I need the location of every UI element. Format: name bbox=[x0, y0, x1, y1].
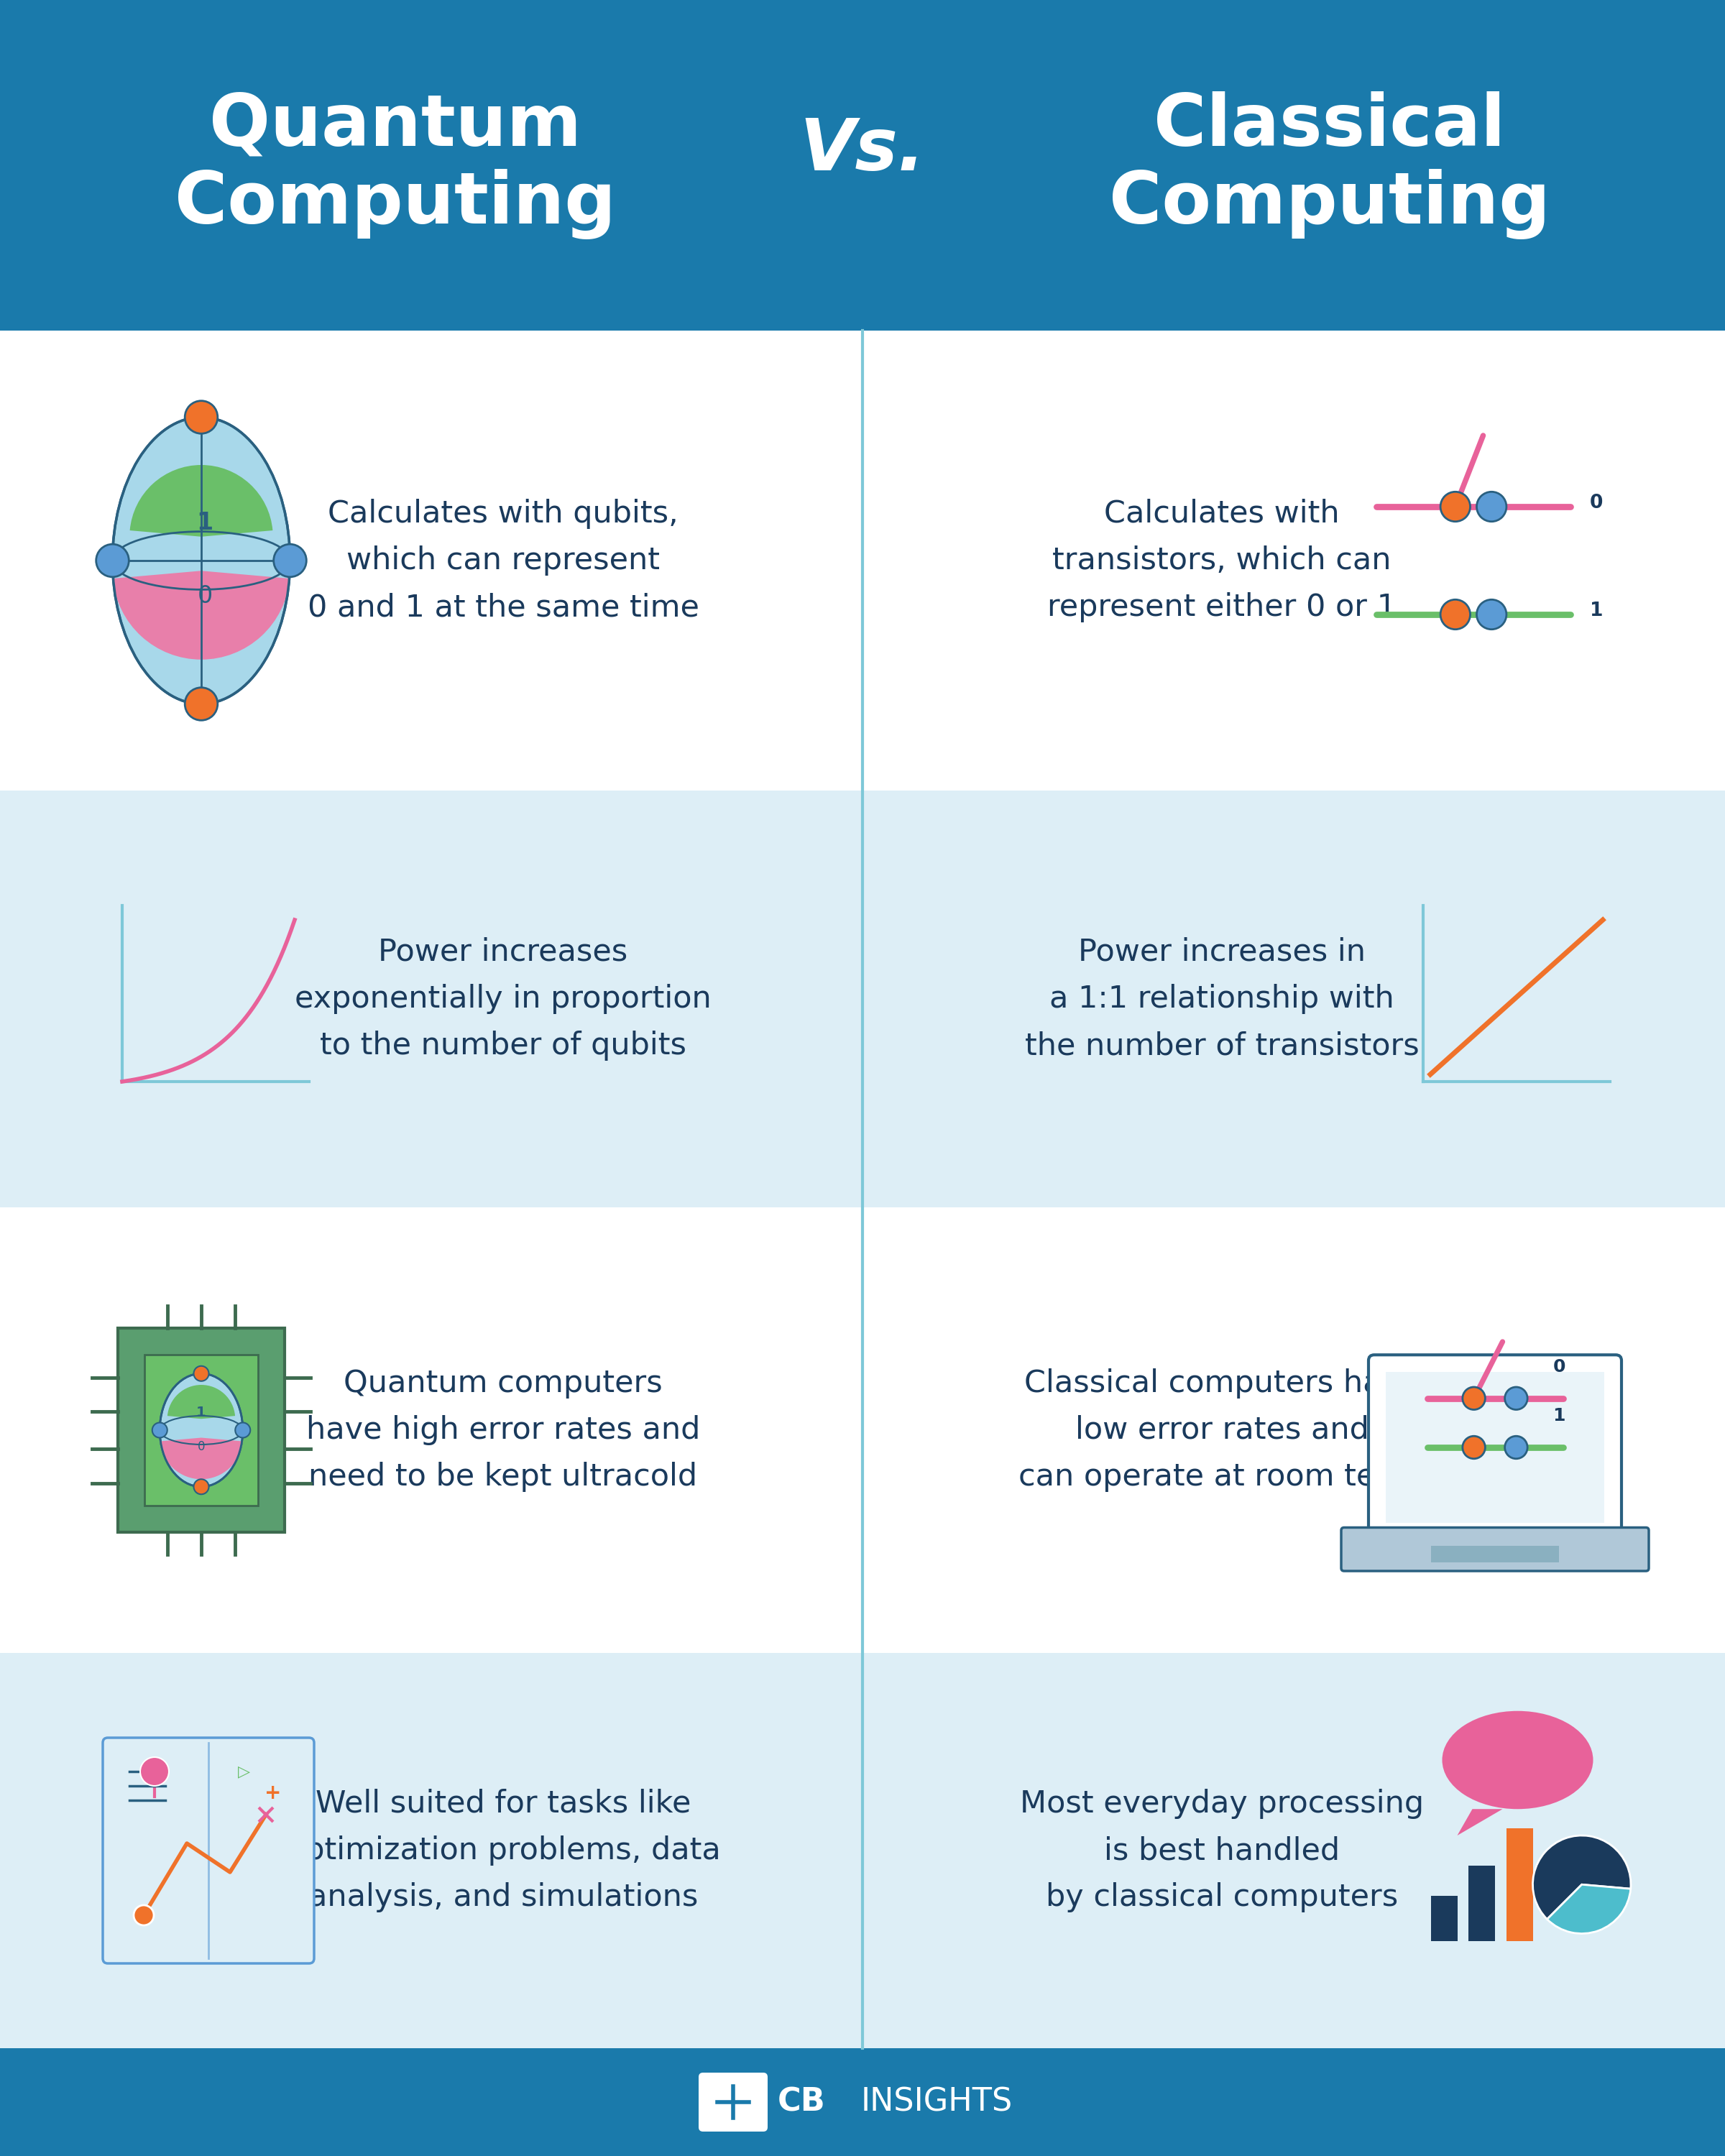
Circle shape bbox=[1504, 1436, 1527, 1460]
Text: Most everyday processing
is best handled
by classical computers: Most everyday processing is best handled… bbox=[1019, 1789, 1423, 1912]
Text: Calculates with
transistors, which can
represent either 0 or 1: Calculates with transistors, which can r… bbox=[1047, 498, 1397, 623]
Circle shape bbox=[1477, 599, 1506, 630]
Text: 1: 1 bbox=[197, 1406, 207, 1419]
Circle shape bbox=[1440, 492, 1470, 522]
Bar bbox=[0, 2048, 1725, 2156]
Text: Well suited for tasks like
optimization problems, data
analysis, and simulations: Well suited for tasks like optimization … bbox=[286, 1789, 721, 1912]
Text: +: + bbox=[264, 1783, 281, 1802]
Wedge shape bbox=[112, 571, 290, 660]
Circle shape bbox=[185, 401, 217, 433]
Bar bbox=[145, 1354, 257, 1505]
Bar bbox=[0, 791, 1725, 1207]
Circle shape bbox=[140, 1757, 169, 1785]
Text: Quantum computers
have high error rates and
need to be kept ultracold: Quantum computers have high error rates … bbox=[305, 1369, 700, 1492]
Bar bbox=[0, 1207, 1725, 1654]
FancyBboxPatch shape bbox=[104, 1738, 314, 1964]
Circle shape bbox=[1463, 1436, 1485, 1460]
Text: Classical
Computing: Classical Computing bbox=[1109, 91, 1551, 239]
Text: 0: 0 bbox=[1552, 1358, 1566, 1376]
Bar bbox=[1385, 1371, 1604, 1522]
Circle shape bbox=[235, 1423, 250, 1438]
Text: Power increases
exponentially in proportion
to the number of qubits: Power increases exponentially in proport… bbox=[295, 938, 711, 1061]
Text: CB: CB bbox=[778, 2087, 826, 2117]
Text: Power increases in
a 1:1 relationship with
the number of transistors: Power increases in a 1:1 relationship wi… bbox=[1025, 938, 1420, 1061]
Bar bbox=[1468, 1865, 1496, 1940]
Circle shape bbox=[97, 543, 129, 578]
Wedge shape bbox=[1547, 1884, 1630, 1934]
Text: 1: 1 bbox=[197, 511, 214, 535]
Text: 0: 0 bbox=[197, 584, 212, 608]
Bar bbox=[1430, 1546, 1559, 1563]
Circle shape bbox=[274, 543, 307, 578]
Ellipse shape bbox=[112, 418, 290, 703]
Wedge shape bbox=[129, 466, 273, 537]
Text: ▷: ▷ bbox=[238, 1764, 250, 1779]
Ellipse shape bbox=[1442, 1712, 1594, 1809]
Circle shape bbox=[1504, 1386, 1527, 1410]
Text: Quantum
Computing: Quantum Computing bbox=[174, 91, 616, 239]
Wedge shape bbox=[167, 1384, 235, 1419]
Wedge shape bbox=[160, 1438, 243, 1479]
Bar bbox=[0, 1654, 1725, 2048]
Bar bbox=[1430, 1895, 1458, 1940]
Circle shape bbox=[193, 1367, 209, 1382]
Circle shape bbox=[135, 1906, 154, 1925]
Bar bbox=[0, 0, 1725, 330]
FancyBboxPatch shape bbox=[699, 2072, 768, 2132]
Circle shape bbox=[193, 1479, 209, 1494]
Text: Classical computers have
low error rates and
can operate at room temp: Classical computers have low error rates… bbox=[1019, 1369, 1425, 1492]
Ellipse shape bbox=[160, 1373, 243, 1488]
Bar bbox=[100, 899, 316, 1100]
Text: Calculates with qubits,
which can represent
0 and 1 at the same time: Calculates with qubits, which can repres… bbox=[307, 498, 699, 623]
Bar bbox=[1506, 1828, 1534, 1940]
Text: 1: 1 bbox=[1552, 1408, 1566, 1425]
Polygon shape bbox=[1458, 1809, 1502, 1835]
FancyBboxPatch shape bbox=[1368, 1354, 1622, 1539]
Text: 0: 0 bbox=[197, 1440, 205, 1453]
Text: INSIGHTS: INSIGHTS bbox=[861, 2087, 1013, 2117]
Text: 1: 1 bbox=[1590, 602, 1603, 621]
Text: 0: 0 bbox=[1590, 494, 1603, 513]
Bar bbox=[0, 330, 1725, 791]
Wedge shape bbox=[1534, 1835, 1630, 1919]
Circle shape bbox=[1440, 599, 1470, 630]
Circle shape bbox=[152, 1423, 167, 1438]
Circle shape bbox=[185, 688, 217, 720]
Circle shape bbox=[1463, 1386, 1485, 1410]
FancyBboxPatch shape bbox=[1342, 1526, 1649, 1572]
Circle shape bbox=[1477, 492, 1506, 522]
Text: Vs.: Vs. bbox=[800, 116, 925, 185]
Bar bbox=[119, 1328, 285, 1533]
